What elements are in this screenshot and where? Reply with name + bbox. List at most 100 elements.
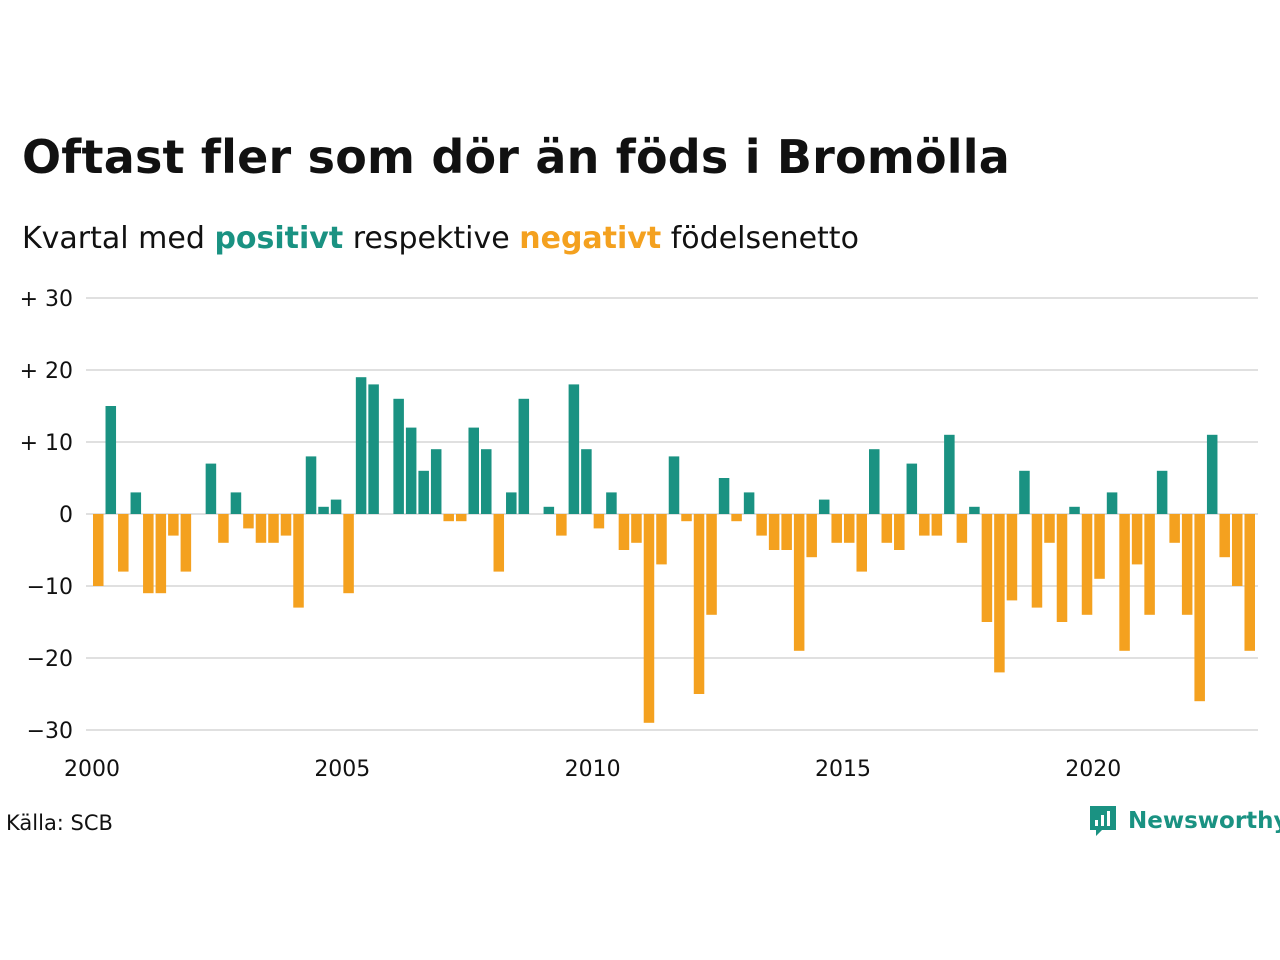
bar-positive: [130, 492, 142, 514]
y-tick-label: −20: [27, 647, 73, 672]
bar-negative: [756, 514, 767, 536]
bar-negative: [1031, 514, 1043, 608]
y-tick-label: −30: [27, 719, 73, 744]
bar-positive: [1106, 492, 1118, 514]
bar-negative: [681, 514, 692, 522]
bar-negative: [1181, 514, 1193, 615]
bar-positive: [305, 456, 317, 514]
bar-positive: [418, 470, 429, 514]
bar-negative: [593, 514, 605, 529]
y-axis-labels: + 30 + 20 + 10 0 −10 −20 −30: [20, 287, 73, 744]
bar-positive: [668, 456, 680, 514]
x-tick-label: 2005: [314, 757, 370, 782]
bar-negative: [1231, 514, 1243, 586]
bar-negative: [1081, 514, 1093, 615]
bar-positive: [318, 506, 329, 514]
bar-positive: [869, 449, 880, 514]
bar-negative: [956, 514, 968, 543]
bar-negative: [618, 514, 630, 550]
bar-negative: [706, 514, 717, 615]
bar-negative: [1219, 514, 1230, 558]
bar-negative: [343, 514, 354, 594]
bar-negative: [556, 514, 567, 536]
bar-negative: [843, 514, 855, 543]
bar-negative: [1119, 514, 1130, 651]
bar-positive: [743, 492, 755, 514]
bar-negative: [443, 514, 454, 522]
bar-negative: [1044, 514, 1055, 543]
bar-positive: [481, 449, 492, 514]
bar-negative: [731, 514, 742, 522]
bar-negative: [894, 514, 905, 550]
bar-negative: [806, 514, 817, 558]
bar-negative: [856, 514, 867, 572]
x-tick-label: 2010: [565, 757, 621, 782]
bar-negative: [781, 514, 792, 550]
bar-positive: [355, 377, 367, 514]
source-note: Källa: SCB: [6, 811, 113, 835]
y-tick-label: + 20: [20, 359, 73, 384]
y-tick-label: + 10: [20, 431, 73, 456]
bar-negative: [994, 514, 1005, 673]
bar-negative: [631, 514, 642, 543]
bar-positive: [230, 492, 242, 514]
bar-negative: [280, 514, 292, 536]
bar-positive: [1069, 506, 1080, 514]
bar-positive: [330, 499, 342, 514]
bar-negative: [693, 514, 705, 694]
bar-negative: [1056, 514, 1068, 622]
bar-negative: [493, 514, 505, 572]
brand-logo: Newsworthy: [1088, 804, 1280, 838]
bar-positive: [543, 506, 555, 514]
bar-negative: [656, 514, 667, 565]
bar-chart: + 30+ 20+ 100−10−20−30 2000 2005 2010 2015 2…: [20, 287, 1258, 782]
bar-negative: [1131, 514, 1143, 565]
bar-negative: [293, 514, 304, 608]
x-axis-labels: 2000 2005 2010 2015 2020: [64, 757, 1121, 782]
bar-negative: [768, 514, 780, 550]
bar-negative: [831, 514, 842, 543]
bar-negative: [118, 514, 129, 572]
bar-negative: [155, 514, 167, 594]
bar-negative: [243, 514, 254, 529]
bar-positive: [468, 427, 479, 514]
bar-negative: [1094, 514, 1105, 579]
y-tick-label: 0: [59, 503, 73, 528]
bar-positive: [1019, 470, 1030, 514]
bar-negative: [218, 514, 229, 543]
bar-negative: [1169, 514, 1180, 543]
x-tick-label: 2015: [815, 757, 871, 782]
subtitle-negative: negativt: [519, 221, 662, 256]
bar-negative: [793, 514, 805, 651]
bar-positive: [430, 449, 442, 514]
bar-negative: [981, 514, 993, 622]
bar-positive: [906, 463, 918, 514]
bar-positive: [969, 506, 980, 514]
brand-name: Newsworthy: [1128, 808, 1280, 834]
bar-positive: [581, 449, 592, 514]
bar-negative: [931, 514, 943, 536]
y-tick-label: −10: [27, 575, 73, 600]
bar-positive: [606, 492, 617, 514]
bar-positive: [568, 384, 580, 514]
bar-negative: [255, 514, 267, 543]
subtitle-positive: positivt: [214, 221, 344, 256]
chart-subtitle: Kvartal med positivt respektive negativt…: [22, 221, 859, 256]
x-tick-label: 2000: [64, 757, 120, 782]
bar-positive: [718, 478, 730, 514]
bar-negative: [168, 514, 179, 536]
bar-chart-speech-icon: [1090, 806, 1116, 836]
bar-negative: [143, 514, 154, 594]
bar-negative: [881, 514, 893, 543]
subtitle-prefix: Kvartal med: [22, 221, 205, 256]
subtitle-suffix: födelsenetto: [670, 221, 859, 256]
bar-negative: [1244, 514, 1255, 651]
bar-positive: [393, 398, 404, 514]
chart-title: Oftast fler som dör än föds i Bromölla: [22, 130, 1010, 184]
bar-positive: [405, 427, 417, 514]
x-tick-label: 2020: [1065, 757, 1121, 782]
bar-negative: [93, 514, 104, 586]
bar-negative: [919, 514, 930, 536]
bar-positive: [818, 499, 830, 514]
bar-positive: [506, 492, 517, 514]
